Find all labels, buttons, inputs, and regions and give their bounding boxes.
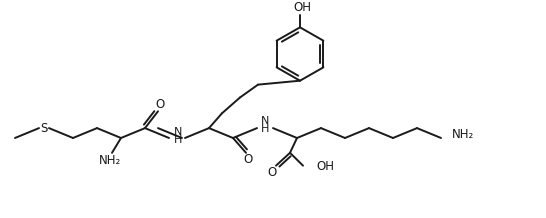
Text: N: N xyxy=(261,116,269,126)
Text: NH₂: NH₂ xyxy=(99,154,121,167)
Text: H: H xyxy=(174,135,182,145)
Text: O: O xyxy=(244,153,253,166)
Text: OH: OH xyxy=(293,1,311,14)
Text: O: O xyxy=(156,98,165,111)
Text: OH: OH xyxy=(316,160,334,173)
Text: N: N xyxy=(174,127,182,137)
Text: O: O xyxy=(268,166,277,179)
Text: S: S xyxy=(40,122,48,135)
Text: NH₂: NH₂ xyxy=(452,128,474,141)
Text: H: H xyxy=(261,124,269,134)
